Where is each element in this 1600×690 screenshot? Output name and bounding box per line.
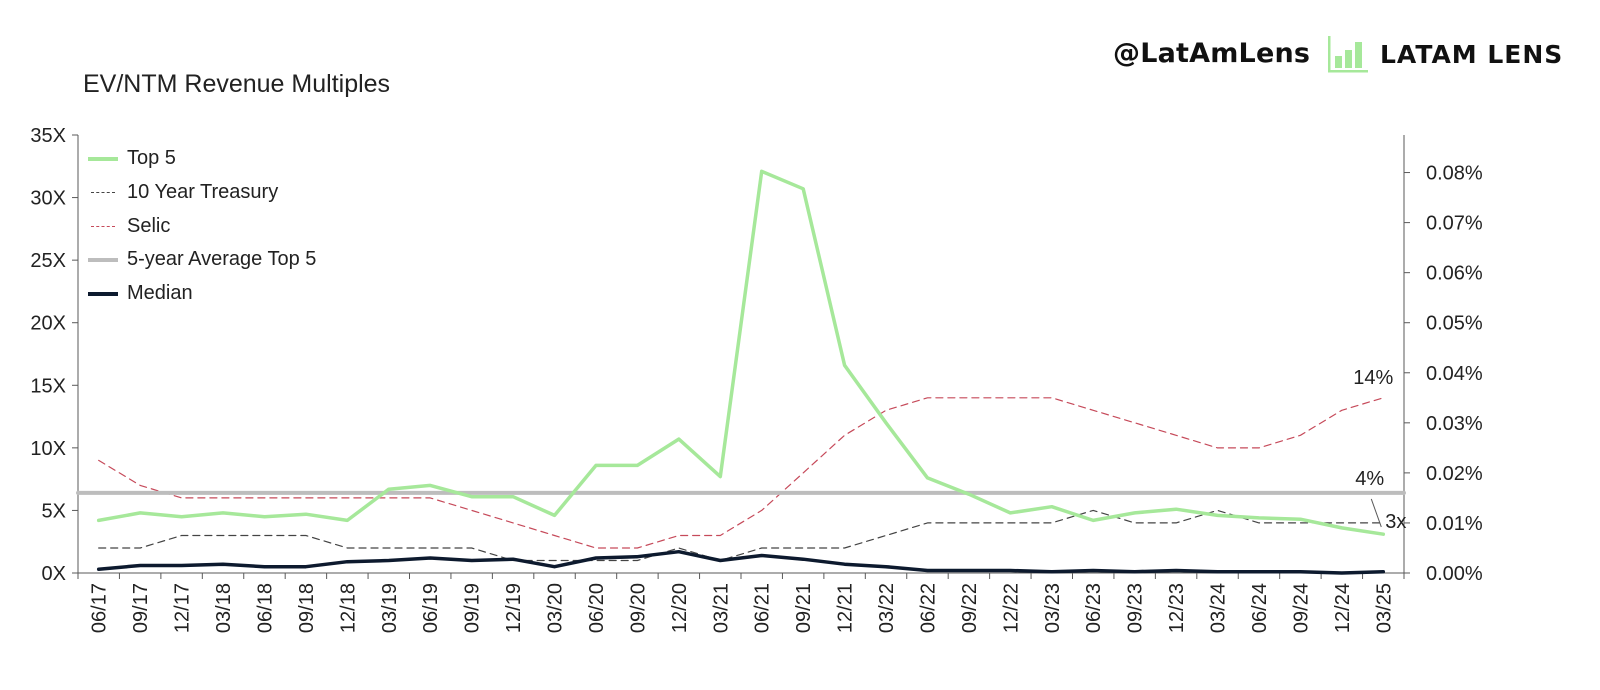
brand-handle: @LatAmLens xyxy=(1113,38,1311,69)
series-line-10-year-treasury xyxy=(98,509,1384,562)
x-tick-label: 06/23 xyxy=(1083,583,1105,633)
annotations: 14% 4%3x xyxy=(1353,367,1406,533)
x-tick-label: 12/24 xyxy=(1332,583,1354,633)
x-tick-label: 09/20 xyxy=(627,583,649,633)
x-tick-label: 06/22 xyxy=(917,583,939,633)
x-tick-label: 12/20 xyxy=(669,583,691,633)
x-tick-label: 03/22 xyxy=(876,583,898,633)
axes: 0X 5X 10X 15X 20X 25X 30X 35X 0.00% 0.01% 0.02% 0.0… xyxy=(30,125,1483,633)
series-layer xyxy=(76,169,1406,575)
x-tick-label: 09/22 xyxy=(959,583,981,633)
y-tick-label-right: 0.01% xyxy=(1426,513,1483,535)
y-tick-label-left: 30X xyxy=(30,188,66,210)
x-tick-label: 12/22 xyxy=(1000,583,1022,633)
y-tick-label-left: 5X xyxy=(42,500,66,522)
legend-swatch xyxy=(88,157,118,161)
legend-item: 10 Year Treasury xyxy=(88,176,316,210)
y-tick-label-right: 0.03% xyxy=(1426,413,1483,435)
y-tick-label-right: 0.02% xyxy=(1426,463,1483,485)
y-tick-label-left: 35X xyxy=(30,125,66,147)
x-tick-label: 06/18 xyxy=(254,583,276,633)
series-line-top-5 xyxy=(96,169,1386,536)
legend-swatch xyxy=(91,225,115,227)
legend-label: Top 5 xyxy=(127,147,176,170)
y-tick-label-right: 0.00% xyxy=(1426,563,1483,585)
x-tick-label: 09/17 xyxy=(130,583,152,633)
y-tick-label-left: 15X xyxy=(30,375,66,397)
y-tick-label-left: 0X xyxy=(42,563,66,585)
series-line-median xyxy=(96,549,1386,575)
x-tick-label: 12/23 xyxy=(1166,583,1188,633)
x-tick-label: 09/21 xyxy=(793,583,815,633)
x-tick-label: 09/18 xyxy=(296,583,318,633)
chart-title: EV/NTM Revenue Multiples xyxy=(83,70,391,98)
y-tick-label-right: 0.06% xyxy=(1426,263,1483,285)
y-tick-label-left: 10X xyxy=(30,438,66,460)
annotation-label: 14% xyxy=(1353,367,1393,389)
brand-name: LATAM LENS xyxy=(1380,40,1564,69)
x-tick-label: 12/19 xyxy=(503,583,525,633)
annotation-leader-line xyxy=(1370,498,1382,528)
legend-label: Selic xyxy=(127,214,171,237)
x-tick-label: 03/24 xyxy=(1208,583,1230,633)
x-tick-label: 09/24 xyxy=(1290,583,1312,633)
series-line-selic xyxy=(98,397,1384,549)
x-tick-label: 06/24 xyxy=(1249,583,1271,633)
x-tick-label: 03/25 xyxy=(1373,583,1395,633)
legend-swatch xyxy=(88,291,118,296)
legend-swatch xyxy=(88,258,118,262)
x-tick-label: 03/18 xyxy=(213,583,235,633)
x-tick-label: 09/23 xyxy=(1125,583,1147,633)
legend-label: 10 Year Treasury xyxy=(127,181,279,204)
bar-chart-logo-icon xyxy=(1328,36,1368,73)
x-tick-label: 06/19 xyxy=(420,583,442,633)
legend-item: Selic xyxy=(88,209,316,243)
y-tick-label-right: 0.07% xyxy=(1426,213,1483,235)
y-tick-label-right: 0.05% xyxy=(1426,313,1483,335)
y-tick-label-left: 20X xyxy=(30,313,66,335)
x-tick-label: 06/21 xyxy=(752,583,774,633)
legend: Top 5 10 Year Treasury Selic 5-year Average… xyxy=(88,142,316,310)
legend-label: 5-year Average Top 5 xyxy=(127,248,317,271)
x-tick-label: 12/21 xyxy=(835,583,857,633)
x-tick-label: 03/19 xyxy=(379,583,401,633)
legend-item: 5-year Average Top 5 xyxy=(88,243,316,277)
x-tick-label: 03/23 xyxy=(1042,583,1064,633)
legend-label: Median xyxy=(127,282,193,305)
annotation-label: 4% xyxy=(1355,468,1384,490)
legend-item: Median xyxy=(88,277,316,311)
legend-swatch xyxy=(91,192,115,194)
x-tick-label: 03/20 xyxy=(545,583,567,633)
x-tick-label: 06/17 xyxy=(89,583,111,633)
annotation-label: 3x xyxy=(1385,511,1406,533)
x-tick-label: 06/20 xyxy=(586,583,608,633)
x-tick-label: 03/21 xyxy=(710,583,732,633)
x-tick-label: 12/17 xyxy=(172,583,194,633)
legend-item: Top 5 xyxy=(88,142,316,176)
y-tick-label-right: 0.04% xyxy=(1426,363,1483,385)
y-tick-label-left: 25X xyxy=(30,250,66,272)
x-tick-label: 12/18 xyxy=(337,583,359,633)
y-tick-label-right: 0.08% xyxy=(1426,163,1483,185)
x-tick-label: 09/19 xyxy=(462,583,484,633)
